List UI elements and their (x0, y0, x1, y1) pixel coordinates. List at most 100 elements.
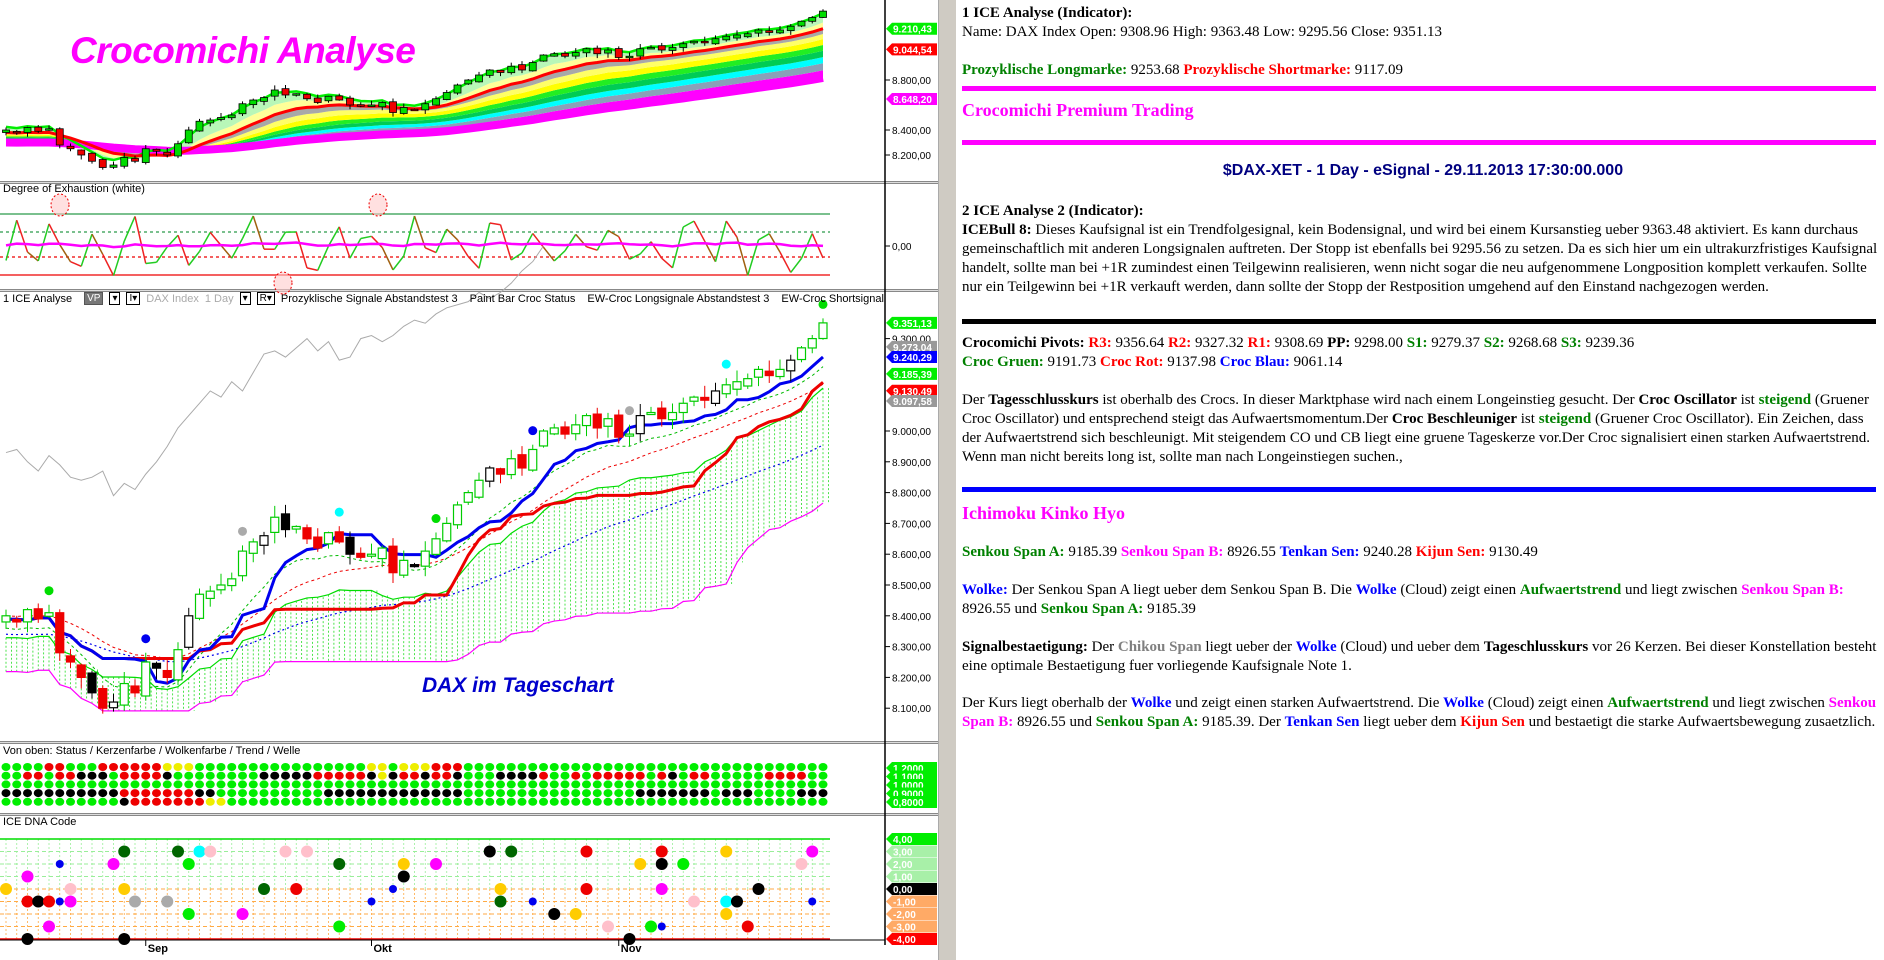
status-dot (152, 771, 161, 780)
month-label: Nov (620, 943, 642, 955)
tenkan-sen-line (6, 355, 824, 685)
candle (496, 69, 505, 73)
highlighted-term: Crocomichi Pivots: (962, 335, 1085, 351)
status-dot (313, 771, 323, 780)
dna-dot (21, 870, 34, 883)
candle (184, 615, 194, 648)
analysis-paragraph: Senkou Span A: 9185.39 Senkou Span B: 89… (962, 543, 1884, 562)
candle (87, 672, 97, 694)
study-label[interactable]: Prozyklische Signale Abstandstest 3 (280, 292, 458, 305)
status-dot (184, 789, 194, 798)
status-dot (560, 771, 570, 780)
status-dot (603, 780, 613, 789)
status-dot (721, 789, 731, 798)
vp-button[interactable]: VP (84, 292, 104, 305)
doe-oscillator-segment (306, 267, 318, 272)
doe-oscillator-segment (392, 255, 405, 271)
candle (141, 148, 150, 163)
candle (485, 467, 495, 482)
interval-dropdown-button[interactable]: ▾ (239, 292, 251, 305)
axis-label: 8.600,00 (892, 550, 931, 561)
status-dot (614, 780, 624, 789)
chart-watermark: DAX im Tageschart (422, 674, 614, 697)
status-dot (55, 780, 65, 789)
i-dropdown-button[interactable]: I▾ (126, 292, 141, 305)
status-dot (119, 771, 129, 780)
doe-oscillator-segment (188, 250, 201, 266)
dna-dot (236, 908, 249, 920)
chart-canvas[interactable]: 8.800,00 8.400,00 8.200,00 9.210,43 9.044,54… (0, 0, 938, 960)
dna-flag: 3,00 (886, 845, 937, 859)
symbol-label: DAX Index (146, 292, 199, 305)
study-label[interactable]: EW-Croc Longsignale Abstandstest 3 (587, 292, 770, 305)
doe-oscillator-segment (682, 220, 695, 228)
top-price-flag: 9.044,54 (886, 43, 937, 56)
dna-flag: 4,00 (886, 833, 937, 846)
status-dot (23, 789, 32, 798)
candle (507, 65, 516, 74)
highlighted-term: R2: (1167, 335, 1192, 351)
candle (281, 88, 290, 96)
text-segment: ist (1736, 392, 1759, 408)
status-dot (33, 780, 43, 789)
dna-dot (0, 883, 12, 895)
dropdown-button[interactable]: ▾ (109, 292, 121, 305)
analysis-paragraph: 1 ICE Analyse (Indicator): Name: DAX Inde… (962, 4, 1884, 42)
candle (388, 545, 398, 574)
highlighted-term: S1: (1406, 335, 1428, 351)
candle (399, 107, 408, 114)
axis-label: 8.300,00 (892, 643, 931, 654)
candle (463, 492, 473, 503)
candle (528, 62, 537, 72)
status-dot (345, 797, 355, 806)
highlighted-term: S3: (1560, 335, 1582, 351)
signal-dot (141, 634, 151, 644)
status-dot (549, 771, 559, 780)
price-flag-shape (886, 845, 937, 858)
status-dot (807, 771, 817, 780)
highlighted-term: Kijun Sen: (1415, 544, 1486, 560)
status-dot (485, 771, 495, 780)
candle (260, 97, 268, 102)
study-label[interactable]: Paint Bar Croc Status (469, 292, 576, 305)
candle (280, 513, 291, 531)
r-dropdown-button[interactable]: R▾ (256, 292, 275, 305)
price-flag-label: 9.097,58 (893, 397, 932, 408)
doe-oscillator-segment (241, 215, 254, 239)
dna-dot (279, 845, 292, 858)
status-dot (711, 763, 720, 771)
candle (464, 79, 473, 85)
status-dot (453, 763, 462, 771)
candle (635, 415, 645, 435)
candle (377, 547, 387, 560)
divider (962, 487, 1876, 492)
status-dot (270, 797, 280, 806)
price-flag-label: 9.044,54 (893, 45, 932, 56)
status-dot (420, 789, 430, 798)
signal-dot (334, 507, 344, 517)
status-dot (98, 780, 108, 789)
status-dot (571, 797, 581, 806)
dna-dot (64, 895, 77, 908)
status-dot (334, 797, 344, 806)
status-dot (775, 771, 785, 780)
status-dot (248, 771, 258, 780)
signal-dot (721, 359, 731, 369)
status-dot (786, 789, 796, 798)
status-dot (517, 797, 527, 806)
text-segment: 9298.00 (1350, 335, 1407, 351)
divider (962, 140, 1876, 145)
status-dot (592, 789, 602, 798)
status-dot (162, 780, 172, 789)
doe-oscillator-segment (80, 233, 93, 267)
study-label[interactable]: EW-Croc Shortsignal (781, 292, 884, 305)
status-dot (786, 771, 796, 780)
panel-splitter[interactable] (938, 0, 956, 960)
highlighted-term: Aufwaertstrend (1607, 695, 1709, 711)
highlighted-term: Tenkan Sen: (1279, 544, 1360, 560)
dna-dot (367, 897, 376, 906)
doe-oscillator-segment (446, 228, 459, 241)
status-dot (474, 789, 484, 798)
text-segment: liegt ueber dem (1359, 714, 1461, 730)
status-dot (313, 797, 323, 806)
